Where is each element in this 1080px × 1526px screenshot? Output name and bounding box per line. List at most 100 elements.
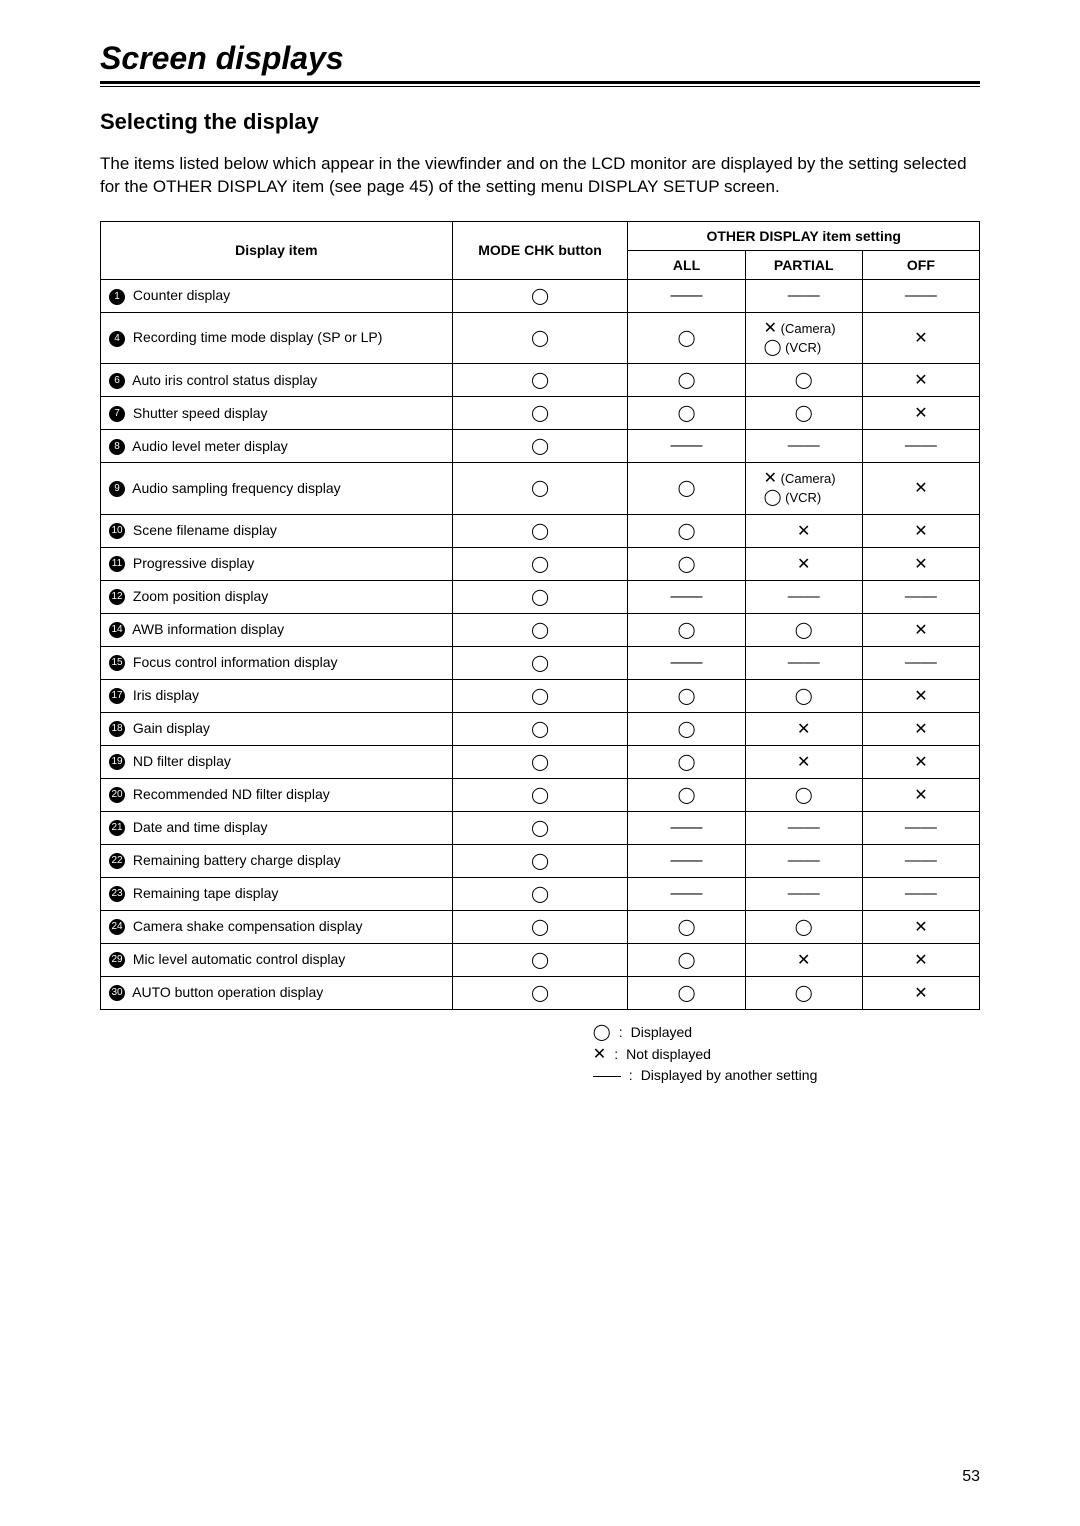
cell-off: —— bbox=[862, 811, 979, 844]
dash-icon bbox=[593, 1076, 621, 1077]
cell-partial: ◯ bbox=[745, 976, 862, 1009]
cell-partial: ◯ bbox=[745, 778, 862, 811]
cell-partial: ◯ bbox=[745, 364, 862, 397]
cell-mode: ◯ bbox=[452, 514, 628, 547]
item-number-badge: 29 bbox=[109, 952, 125, 968]
cell-all: —— bbox=[628, 646, 745, 679]
table-row: 20 Recommended ND filter display◯◯◯✕ bbox=[101, 778, 980, 811]
cell-mode: ◯ bbox=[452, 364, 628, 397]
cell-mode: ◯ bbox=[452, 811, 628, 844]
section-title: Selecting the display bbox=[100, 109, 980, 135]
cell-mode: ◯ bbox=[452, 312, 628, 363]
item-number-badge: 6 bbox=[109, 373, 125, 389]
rule-thin bbox=[100, 86, 980, 87]
cell-off: ✕ bbox=[862, 514, 979, 547]
cell-partial: ✕ (Camera)◯ (VCR) bbox=[745, 463, 862, 514]
table-row: 21 Date and time display◯—————— bbox=[101, 811, 980, 844]
legend-not-displayed: ✕ : Not displayed bbox=[593, 1044, 980, 1066]
legend-displayed: ◯ : Displayed bbox=[593, 1022, 980, 1044]
cell-partial: —— bbox=[745, 580, 862, 613]
table-row: 17 Iris display◯◯◯✕ bbox=[101, 679, 980, 712]
cell-item: 23 Remaining tape display bbox=[101, 877, 453, 910]
item-number-badge: 14 bbox=[109, 622, 125, 638]
cell-item: 7 Shutter speed display bbox=[101, 397, 453, 430]
cell-item: 30 AUTO button operation display bbox=[101, 976, 453, 1009]
cell-item: 11 Progressive display bbox=[101, 547, 453, 580]
cell-mode: ◯ bbox=[452, 397, 628, 430]
legend-displayed-text: Displayed bbox=[631, 1023, 692, 1043]
table-row: 23 Remaining tape display◯—————— bbox=[101, 877, 980, 910]
item-number-badge: 9 bbox=[109, 481, 125, 497]
cell-partial: ◯ bbox=[745, 910, 862, 943]
cell-mode: ◯ bbox=[452, 279, 628, 312]
circle-icon: ◯ bbox=[593, 1022, 611, 1044]
cell-off: ✕ bbox=[862, 463, 979, 514]
table-row: 8 Audio level meter display◯—————— bbox=[101, 430, 980, 463]
cell-all: —— bbox=[628, 844, 745, 877]
th-other-setting: OTHER DISPLAY item setting bbox=[628, 221, 980, 250]
cell-off: ✕ bbox=[862, 745, 979, 778]
cell-mode: ◯ bbox=[452, 679, 628, 712]
rule-thick bbox=[100, 81, 980, 84]
cell-mode: ◯ bbox=[452, 976, 628, 1009]
legend-other: : Displayed by another setting bbox=[593, 1066, 980, 1086]
table-row: 12 Zoom position display◯—————— bbox=[101, 580, 980, 613]
cell-off: —— bbox=[862, 279, 979, 312]
cell-mode: ◯ bbox=[452, 547, 628, 580]
cell-all: ◯ bbox=[628, 312, 745, 363]
th-off: OFF bbox=[862, 250, 979, 279]
cell-item: 14 AWB information display bbox=[101, 613, 453, 646]
table-row: 19 ND filter display◯◯✕✕ bbox=[101, 745, 980, 778]
item-number-badge: 4 bbox=[109, 331, 125, 347]
cell-all: ◯ bbox=[628, 943, 745, 976]
cell-all: ◯ bbox=[628, 397, 745, 430]
cell-all: ◯ bbox=[628, 976, 745, 1009]
cell-mode: ◯ bbox=[452, 910, 628, 943]
cell-mode: ◯ bbox=[452, 712, 628, 745]
item-number-badge: 24 bbox=[109, 919, 125, 935]
page: Screen displays Selecting the display Th… bbox=[0, 0, 1080, 1126]
cell-item: 22 Remaining battery charge display bbox=[101, 844, 453, 877]
cell-mode: ◯ bbox=[452, 943, 628, 976]
cell-partial: ✕ bbox=[745, 943, 862, 976]
legend: ◯ : Displayed ✕ : Not displayed : Displa… bbox=[593, 1022, 980, 1086]
th-mode: MODE CHK button bbox=[452, 221, 628, 279]
item-number-badge: 22 bbox=[109, 853, 125, 869]
cell-all: ◯ bbox=[628, 679, 745, 712]
cell-item: 1 Counter display bbox=[101, 279, 453, 312]
th-partial: PARTIAL bbox=[745, 250, 862, 279]
cell-item: 19 ND filter display bbox=[101, 745, 453, 778]
item-number-badge: 20 bbox=[109, 787, 125, 803]
table-row: 30 AUTO button operation display◯◯◯✕ bbox=[101, 976, 980, 1009]
cell-all: ◯ bbox=[628, 712, 745, 745]
cell-item: 21 Date and time display bbox=[101, 811, 453, 844]
cell-partial: ✕ bbox=[745, 712, 862, 745]
cell-partial: ✕ bbox=[745, 745, 862, 778]
table-row: 29 Mic level automatic control display◯◯… bbox=[101, 943, 980, 976]
legend-other-text: Displayed by another setting bbox=[641, 1066, 818, 1086]
cell-off: ✕ bbox=[862, 364, 979, 397]
table-row: 24 Camera shake compensation display◯◯◯✕ bbox=[101, 910, 980, 943]
th-all: ALL bbox=[628, 250, 745, 279]
cell-all: ◯ bbox=[628, 745, 745, 778]
cell-all: ◯ bbox=[628, 364, 745, 397]
item-number-badge: 17 bbox=[109, 688, 125, 704]
item-number-badge: 7 bbox=[109, 406, 125, 422]
cell-off: ✕ bbox=[862, 910, 979, 943]
cell-off: ✕ bbox=[862, 712, 979, 745]
cell-all: ◯ bbox=[628, 514, 745, 547]
cell-partial: ◯ bbox=[745, 397, 862, 430]
cell-off: ✕ bbox=[862, 613, 979, 646]
cell-mode: ◯ bbox=[452, 877, 628, 910]
item-number-badge: 12 bbox=[109, 589, 125, 605]
cell-all: —— bbox=[628, 580, 745, 613]
cell-item: 10 Scene filename display bbox=[101, 514, 453, 547]
cell-item: 17 Iris display bbox=[101, 679, 453, 712]
cell-partial: ◯ bbox=[745, 679, 862, 712]
item-number-badge: 8 bbox=[109, 439, 125, 455]
table-row: 15 Focus control information display◯———… bbox=[101, 646, 980, 679]
cell-item: 12 Zoom position display bbox=[101, 580, 453, 613]
cell-mode: ◯ bbox=[452, 646, 628, 679]
cell-all: —— bbox=[628, 430, 745, 463]
cell-mode: ◯ bbox=[452, 745, 628, 778]
